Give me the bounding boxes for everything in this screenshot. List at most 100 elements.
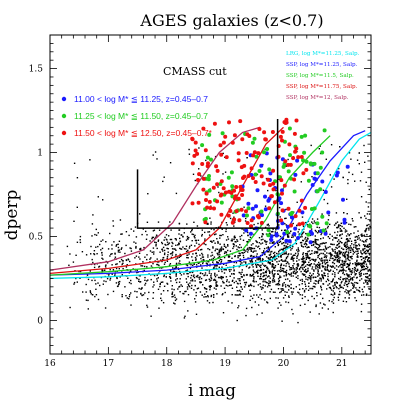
series-point (289, 176, 293, 181)
background-point (360, 278, 363, 280)
background-point (235, 241, 237, 243)
background-point (234, 236, 236, 239)
background-point (164, 261, 166, 264)
background-point (313, 270, 315, 272)
background-point (280, 255, 282, 258)
background-point (304, 265, 307, 267)
background-point (201, 256, 204, 258)
background-point (335, 252, 337, 254)
background-point (265, 277, 267, 280)
background-point (109, 277, 112, 280)
background-point (348, 297, 350, 299)
series-point (285, 224, 290, 229)
background-point (259, 248, 261, 250)
background-point (300, 181, 302, 183)
series-point (272, 200, 277, 205)
series-point (254, 154, 259, 159)
background-point (262, 279, 265, 281)
background-point (169, 253, 172, 255)
background-point (240, 276, 243, 278)
background-point (335, 254, 338, 256)
background-point (363, 251, 366, 253)
series-point (207, 174, 211, 178)
background-point (332, 250, 334, 252)
background-point (290, 291, 293, 293)
background-point (249, 275, 251, 277)
background-point (247, 249, 249, 251)
background-point (297, 321, 299, 324)
series-point (193, 148, 198, 153)
background-point (310, 228, 313, 230)
background-point (106, 262, 109, 264)
background-point (264, 265, 266, 267)
background-point (345, 289, 347, 291)
background-point (307, 299, 309, 302)
background-point (309, 272, 311, 274)
background-point (95, 228, 97, 231)
background-point (272, 252, 275, 254)
background-point (188, 153, 191, 155)
background-point (178, 233, 180, 235)
background-point (278, 260, 280, 262)
background-point (347, 275, 350, 277)
background-point (242, 295, 244, 298)
background-point (350, 247, 353, 249)
background-point (99, 284, 101, 287)
background-point (347, 290, 349, 292)
series-point (277, 196, 282, 201)
background-point (194, 234, 196, 237)
series-points-2 (200, 126, 329, 238)
background-point (86, 274, 89, 276)
background-point (79, 270, 82, 273)
background-point (361, 288, 363, 291)
background-point (323, 272, 326, 275)
background-point (188, 261, 191, 263)
background-point (177, 244, 179, 246)
background-point (175, 249, 177, 251)
background-point (344, 261, 347, 263)
background-point (321, 289, 323, 291)
background-point (238, 255, 240, 257)
background-point (304, 242, 307, 244)
background-point (162, 281, 164, 283)
background-point (342, 300, 345, 302)
background-point (295, 271, 297, 274)
background-point (338, 277, 340, 280)
background-point (354, 236, 356, 238)
background-point (207, 256, 209, 258)
background-point (308, 277, 310, 279)
background-point (186, 286, 189, 288)
background-point (273, 279, 276, 281)
series-point (310, 183, 315, 187)
background-point (327, 279, 330, 282)
background-point (276, 270, 279, 272)
background-point (307, 270, 309, 272)
background-point (125, 244, 127, 247)
background-point (268, 269, 270, 272)
background-point (292, 265, 294, 267)
series-point (254, 204, 258, 209)
background-point (222, 276, 224, 279)
background-point (339, 253, 341, 255)
background-point (180, 234, 182, 236)
background-point (204, 274, 206, 276)
background-point (263, 272, 265, 274)
background-point (269, 282, 271, 284)
background-point (281, 229, 283, 232)
background-point (190, 280, 192, 282)
background-point (206, 223, 208, 225)
background-point (302, 246, 304, 248)
background-point (162, 290, 165, 292)
background-point (341, 263, 343, 266)
background-point (337, 254, 339, 256)
background-point (227, 285, 229, 287)
background-point (291, 256, 293, 258)
background-point (234, 294, 236, 296)
series-point (315, 221, 320, 226)
background-point (191, 271, 194, 274)
background-point (155, 241, 157, 244)
background-point (355, 226, 357, 228)
background-point (274, 259, 276, 261)
background-point (332, 239, 334, 241)
background-point (297, 251, 299, 253)
